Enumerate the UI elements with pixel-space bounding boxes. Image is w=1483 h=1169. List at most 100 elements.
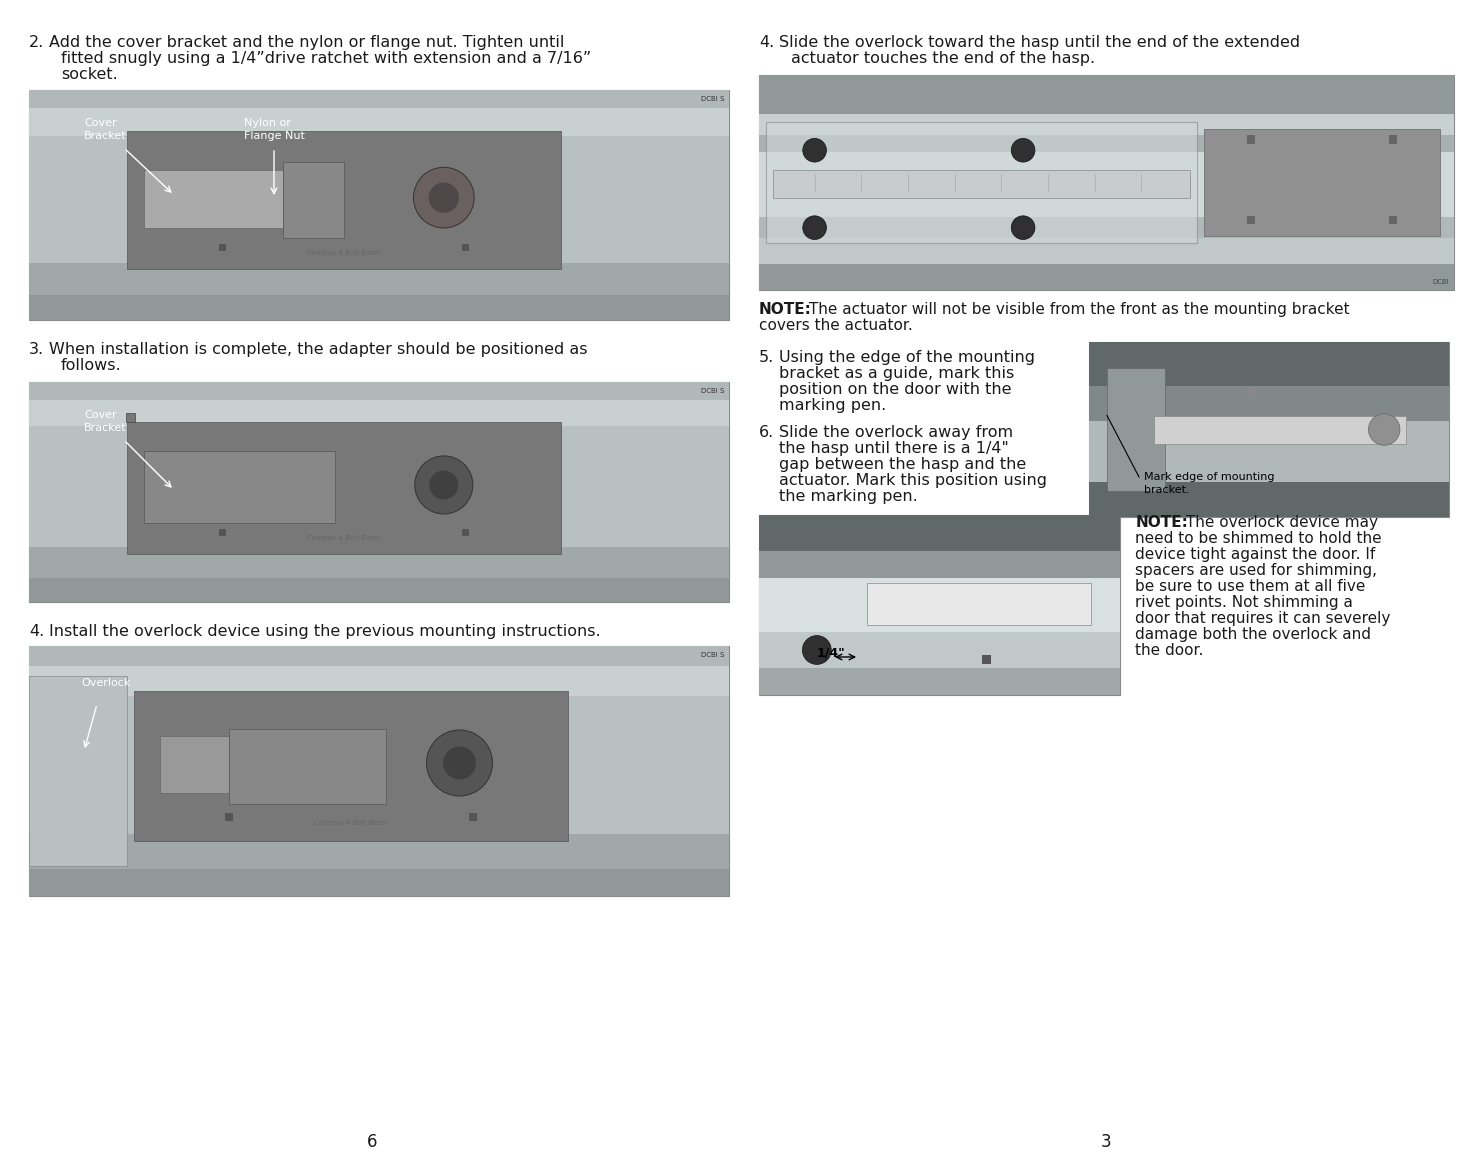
Bar (133, 691, 568, 841)
Text: device tight against the door. If: device tight against the door. If (1136, 547, 1376, 562)
Bar (128, 131, 561, 269)
Bar (1247, 136, 1256, 144)
Text: marking pen.: marking pen. (779, 397, 887, 413)
Bar (30, 263, 730, 295)
Text: 1/4": 1/4" (817, 646, 845, 660)
Bar (759, 667, 1120, 696)
Text: actuator touches the end of the hasp.: actuator touches the end of the hasp. (790, 51, 1094, 65)
Text: DCBI S: DCBI S (700, 652, 724, 658)
Circle shape (414, 167, 475, 228)
Text: gap between the hasp and the: gap between the hasp and the (779, 457, 1026, 472)
Bar (30, 833, 730, 869)
Bar (30, 869, 730, 895)
Text: 2.: 2. (30, 35, 44, 50)
Text: Nylon or: Nylon or (245, 118, 291, 127)
Bar (463, 528, 469, 537)
Bar (759, 152, 1453, 217)
Circle shape (1011, 216, 1035, 240)
Bar (759, 217, 1453, 238)
Bar (30, 696, 730, 833)
Circle shape (427, 729, 492, 796)
Text: DCBI S: DCBI S (700, 388, 724, 394)
Bar (230, 728, 386, 803)
Text: The overlock device may: The overlock device may (1182, 516, 1378, 530)
Bar (1388, 216, 1397, 224)
Text: Chateau 4 Bolt Bezel: Chateau 4 Bolt Bezel (314, 819, 387, 826)
Text: DCBI: DCBI (1433, 279, 1449, 285)
Text: 3: 3 (1100, 1133, 1111, 1151)
Bar (759, 516, 1120, 551)
Text: Chateau 4 Bolt Bezel: Chateau 4 Bolt Bezel (307, 534, 381, 541)
Text: NOTE:: NOTE: (759, 302, 811, 317)
Text: 5.: 5. (759, 350, 774, 365)
Text: NOTE:: NOTE: (1136, 516, 1188, 530)
Text: The actuator will not be visible from the front as the mounting bracket: The actuator will not be visible from th… (804, 302, 1350, 317)
Bar (30, 646, 730, 895)
Bar (30, 426, 730, 547)
Text: Overlock: Overlock (82, 678, 131, 689)
Bar (982, 655, 991, 664)
Bar (868, 583, 1091, 624)
Bar (30, 136, 730, 263)
Bar (30, 382, 730, 400)
Text: Cover: Cover (85, 410, 117, 420)
Bar (30, 90, 730, 109)
Bar (128, 422, 561, 554)
Bar (30, 676, 128, 866)
Bar (1089, 343, 1449, 386)
Bar (759, 264, 1453, 290)
Text: Add the cover bracket and the nylon or flange nut. Tighten until: Add the cover bracket and the nylon or f… (49, 35, 565, 50)
Bar (1247, 387, 1256, 395)
Text: Bracket: Bracket (85, 423, 126, 433)
Circle shape (415, 456, 473, 514)
Bar (30, 547, 730, 577)
Bar (1247, 216, 1256, 224)
Text: Using the edge of the mounting: Using the edge of the mounting (779, 350, 1035, 365)
Bar (144, 170, 283, 228)
Circle shape (443, 747, 476, 780)
Bar (759, 75, 1453, 113)
Bar (30, 295, 730, 320)
Text: the door.: the door. (1136, 643, 1204, 658)
Circle shape (1369, 414, 1400, 445)
Text: door that requires it can severely: door that requires it can severely (1136, 611, 1391, 627)
Circle shape (802, 636, 832, 664)
Text: the hasp until there is a 1/4": the hasp until there is a 1/4" (779, 441, 1008, 456)
Bar (773, 170, 1189, 198)
Bar (144, 450, 335, 524)
Bar (219, 528, 225, 537)
Text: fitted snugly using a 1/4”drive ratchet with extension and a 7/16”: fitted snugly using a 1/4”drive ratchet … (61, 51, 592, 65)
FancyBboxPatch shape (765, 123, 1197, 243)
Bar (30, 90, 730, 320)
Text: Chateau 4 Bolt Bezel: Chateau 4 Bolt Bezel (307, 250, 381, 256)
Bar (1106, 368, 1164, 491)
Circle shape (802, 216, 826, 240)
Bar (1089, 421, 1449, 482)
Text: position on the door with the: position on the door with the (779, 382, 1011, 397)
Bar (759, 75, 1453, 290)
Text: be sure to use them at all five: be sure to use them at all five (1136, 579, 1366, 594)
Bar (759, 632, 1120, 667)
Text: damage both the overlock and: damage both the overlock and (1136, 627, 1372, 642)
Text: When installation is complete, the adapter should be positioned as: When installation is complete, the adapt… (49, 343, 587, 357)
Text: covers the actuator.: covers the actuator. (759, 318, 912, 333)
Bar (30, 577, 730, 602)
Bar (160, 736, 230, 793)
Bar (1089, 386, 1449, 421)
Text: the marking pen.: the marking pen. (779, 489, 918, 504)
Text: bracket as a guide, mark this: bracket as a guide, mark this (779, 366, 1014, 381)
Bar (759, 136, 1453, 152)
Bar (30, 646, 730, 666)
Bar (30, 109, 730, 136)
Text: Flange Nut: Flange Nut (245, 131, 305, 141)
Text: 4.: 4. (30, 624, 44, 639)
Bar (219, 243, 227, 251)
Circle shape (429, 470, 458, 499)
Text: follows.: follows. (61, 358, 122, 373)
Text: Slide the overlock toward the hasp until the end of the extended: Slide the overlock toward the hasp until… (779, 35, 1301, 50)
Text: 6.: 6. (759, 426, 774, 440)
Bar (1388, 136, 1397, 144)
Bar (759, 577, 1120, 632)
Bar (759, 113, 1453, 136)
Bar (30, 382, 730, 602)
